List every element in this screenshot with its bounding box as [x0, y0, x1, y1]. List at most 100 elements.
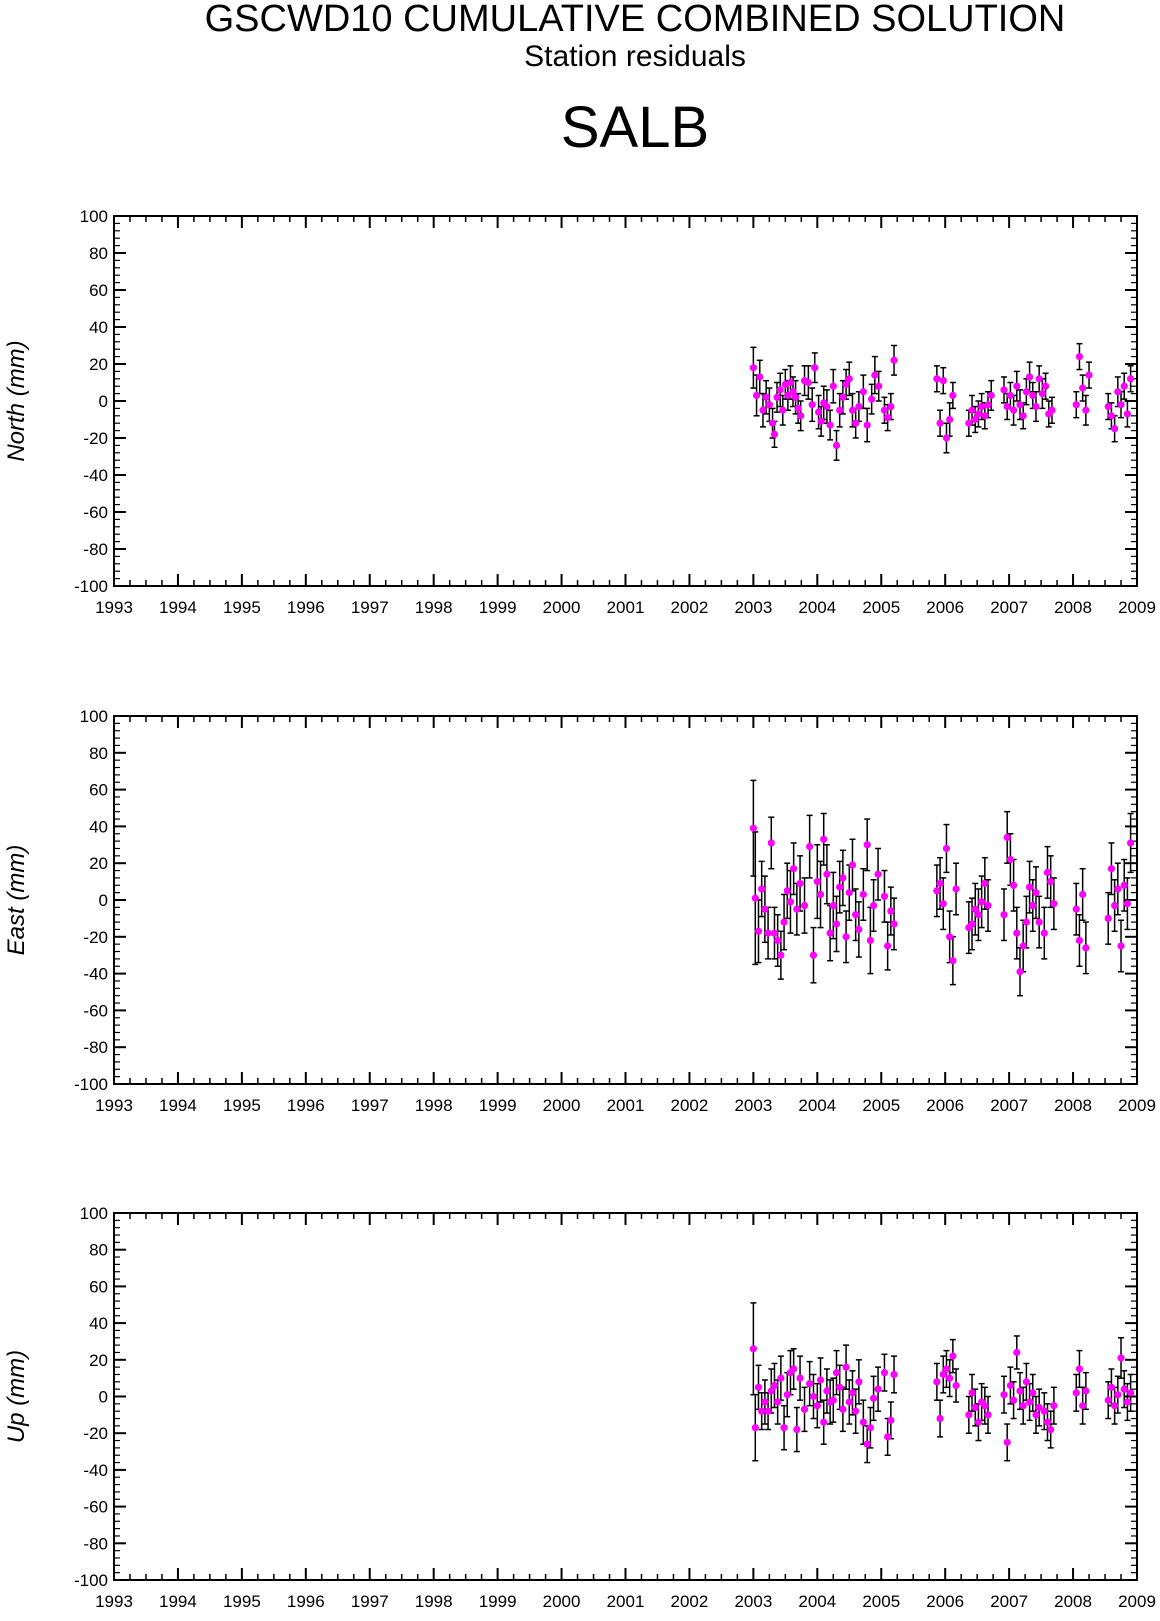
x-tick-label: 2002 — [671, 598, 709, 617]
x-tick-label: 2008 — [1054, 1096, 1092, 1115]
y-tick-label: -80 — [83, 540, 108, 559]
data-point — [1114, 388, 1122, 396]
data-point — [949, 391, 957, 400]
data-point — [863, 841, 871, 849]
x-tick-label: 1993 — [95, 1096, 133, 1115]
data-point — [946, 933, 954, 941]
data-point — [765, 401, 773, 409]
data-point — [859, 388, 867, 396]
x-tick-label: 2006 — [926, 1592, 964, 1611]
data-point — [774, 936, 782, 945]
x-tick-label: 1996 — [287, 1096, 325, 1115]
data-point — [974, 410, 983, 418]
data-point — [780, 1424, 788, 1432]
y-tick-label: 100 — [80, 707, 108, 726]
data-point — [880, 892, 889, 900]
y-tick-label: 20 — [89, 1351, 108, 1370]
x-tick-label: 2007 — [990, 1096, 1028, 1115]
x-tick-label: 2009 — [1118, 1592, 1156, 1611]
x-tick-label: 2004 — [798, 1592, 836, 1611]
x-tick-label: 2009 — [1118, 598, 1156, 617]
data-point — [1050, 1402, 1058, 1410]
x-tick-label: 2001 — [607, 598, 645, 617]
data-point — [836, 883, 844, 891]
data-point — [1043, 1418, 1052, 1426]
data-point — [868, 395, 876, 403]
data-point — [1000, 1391, 1008, 1399]
x-tick-label: 1995 — [223, 1096, 261, 1115]
data-point — [1013, 382, 1021, 390]
y-tick-label: 40 — [89, 1314, 108, 1333]
data-point — [981, 879, 989, 888]
x-tick-label: 2009 — [1118, 1096, 1156, 1115]
y-tick-label: -100 — [74, 1571, 108, 1590]
data-point — [1120, 382, 1128, 390]
x-tick-label: 2006 — [926, 598, 964, 617]
data-point — [1025, 373, 1034, 381]
data-point — [1048, 406, 1056, 414]
data-point — [1038, 390, 1046, 398]
data-point — [974, 911, 983, 919]
data-point — [1114, 885, 1122, 893]
x-tick-label: 2005 — [862, 598, 900, 617]
data-point — [829, 1396, 837, 1404]
data-point — [749, 824, 757, 832]
data-point — [863, 1440, 871, 1448]
data-point — [890, 1370, 898, 1379]
data-point — [1025, 1398, 1034, 1406]
data-point — [884, 1433, 892, 1441]
x-tick-label: 1998 — [415, 1592, 453, 1611]
data-point — [971, 905, 979, 913]
data-point — [981, 412, 989, 420]
data-point — [890, 356, 898, 364]
data-point — [1035, 375, 1043, 383]
x-tick-label: 1994 — [159, 1096, 197, 1115]
y-tick-label: -60 — [83, 1001, 108, 1020]
data-point — [820, 1418, 828, 1426]
data-point — [749, 1345, 757, 1353]
data-point — [880, 1369, 889, 1377]
data-point — [762, 393, 770, 401]
data-point — [811, 364, 819, 372]
y-tick-label: -80 — [83, 1038, 108, 1057]
y-tick-label: 60 — [89, 281, 108, 300]
data-point — [1047, 878, 1055, 886]
data-point — [1019, 412, 1027, 420]
x-tick-label: 1995 — [223, 598, 261, 617]
data-point — [874, 1385, 882, 1393]
data-point — [767, 839, 775, 847]
data-point — [839, 1405, 847, 1413]
data-point — [796, 1374, 804, 1382]
data-point — [880, 406, 889, 414]
chart-subtitle: Station residuals — [524, 40, 746, 73]
plot-frame — [113, 1212, 1138, 1581]
data-point — [764, 929, 772, 937]
data-point — [1104, 1396, 1112, 1404]
plot-frame — [113, 215, 1138, 587]
x-tick-label: 1997 — [351, 598, 389, 617]
x-tick-label: 1999 — [479, 1096, 517, 1115]
data-point — [942, 434, 951, 442]
data-point — [1120, 881, 1128, 889]
data-point — [829, 901, 837, 910]
data-point — [869, 901, 878, 910]
y-tick-label: 20 — [89, 355, 108, 374]
data-point — [1025, 883, 1034, 891]
data-point — [752, 391, 761, 400]
data-point — [1035, 1403, 1043, 1412]
data-point — [1127, 839, 1135, 847]
data-point — [887, 402, 895, 411]
data-point — [839, 874, 847, 882]
y-tick-label: 80 — [89, 744, 108, 763]
data-point — [887, 1416, 895, 1424]
x-tick-label: 2005 — [862, 1592, 900, 1611]
data-point — [890, 920, 898, 928]
data-point — [1041, 382, 1050, 390]
data-point — [887, 907, 895, 915]
y-tick-label: 100 — [80, 1204, 108, 1223]
data-point — [820, 835, 828, 843]
data-point — [1019, 942, 1027, 950]
data-point — [866, 1424, 874, 1432]
y-tick-label: 0 — [99, 392, 108, 411]
